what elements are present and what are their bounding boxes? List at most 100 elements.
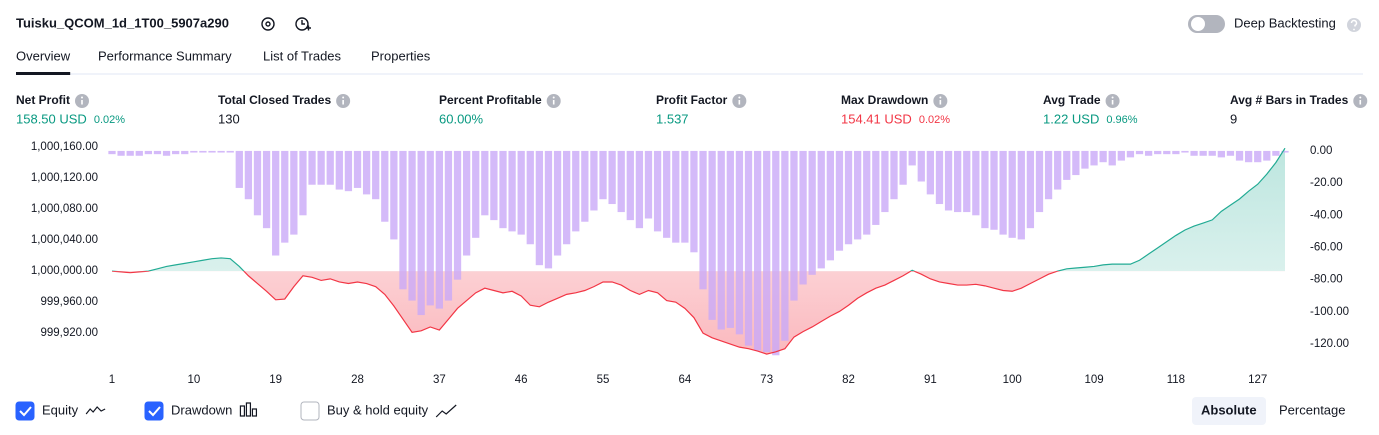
drawdown-bar [753, 150, 762, 351]
mode-button[interactable]: Absolute [1201, 402, 1257, 417]
drawdown-bar [663, 150, 671, 238]
y-tick-label: 1,000,120.00 [31, 172, 98, 184]
equity-area-negative [112, 271, 1058, 355]
drawdown-bar [144, 150, 153, 155]
drawdown-bar [1017, 150, 1025, 240]
tab-divider [16, 73, 1363, 75]
drawdown-bar [1208, 150, 1216, 156]
tab[interactable]: List of Trades [263, 48, 342, 63]
drawdown-bar [835, 150, 844, 251]
drawdown-bar [299, 150, 307, 216]
drawdown-bar [1272, 150, 1280, 156]
help-icon[interactable] [1347, 18, 1361, 32]
drawdown-bar [1090, 150, 1098, 166]
metric-percent: 0.96% [1106, 114, 1137, 126]
drawdown-bar [872, 150, 880, 225]
drawdown-bar [435, 150, 443, 309]
metric-label: Max Drawdown [841, 93, 928, 107]
drawdown-bar [426, 150, 434, 306]
active-tab-underline [16, 72, 71, 75]
drawdown-bar [490, 150, 498, 221]
y2-tick-label: -40.00 [1310, 209, 1343, 221]
drawdown-bar [553, 150, 562, 256]
drawdown-bar [581, 150, 589, 222]
x-tick-label: 91 [924, 374, 937, 386]
drawdown-bar [954, 150, 962, 213]
drawdown-bar [353, 150, 362, 188]
drawdown-bar [699, 150, 707, 290]
info-icon-stem [738, 100, 741, 105]
drawdown-bar [335, 150, 343, 190]
checkbox[interactable] [300, 401, 320, 421]
drawdown-bar [1199, 150, 1207, 156]
x-tick-label: 109 [1084, 374, 1103, 386]
tab[interactable]: Properties [371, 48, 431, 63]
settings-icon[interactable] [261, 17, 275, 31]
drawdown-bar [1099, 150, 1107, 163]
legend-icon [239, 402, 258, 417]
drawdown-bar [1226, 150, 1235, 156]
drawdown-bar [135, 150, 143, 156]
x-tick-label: 10 [187, 374, 200, 386]
drawdown-bar [1135, 150, 1144, 155]
info-icon-stem [81, 100, 83, 105]
drawdown-bar [399, 150, 407, 290]
drawdown-bar [217, 150, 225, 153]
checkbox[interactable] [15, 401, 35, 421]
tab[interactable]: Performance Summary [98, 48, 232, 63]
metric-value: 154.41 USD [841, 111, 912, 126]
drawdown-bar [1254, 150, 1262, 163]
drawdown-bar [1144, 150, 1153, 156]
drawdown-bar [1063, 150, 1071, 180]
drawdown-bar [1044, 150, 1053, 200]
drawdown-bar [1108, 150, 1116, 166]
drawdown-bar [208, 150, 216, 153]
equity-line-negative [111, 271, 1061, 355]
mode-button[interactable]: Percentage [1279, 402, 1346, 417]
drawdown-bar [372, 150, 380, 200]
y2-tick-label: -100.00 [1310, 306, 1349, 318]
drawdown-bar [899, 150, 907, 185]
drawdown-bar [599, 150, 607, 200]
metric-label: Profit Factor [656, 93, 728, 107]
metric-value: 158.50 USD [16, 111, 87, 126]
drawdown-bar [253, 150, 262, 216]
drawdown-bar [890, 150, 898, 200]
drawdown-bar [1008, 150, 1016, 238]
drawdown-bar [717, 150, 725, 330]
metric-label: Percent Profitable [439, 93, 542, 107]
x-tick-label: 73 [760, 374, 773, 386]
drawdown-bar [308, 150, 316, 185]
drawdown-bar [499, 150, 507, 229]
drawdown-bar [444, 150, 453, 301]
metric-label: Total Closed Trades [218, 93, 331, 107]
info-icon-dot [939, 96, 942, 99]
tab[interactable]: Overview [16, 48, 71, 63]
metric-percent: 0.02% [94, 114, 125, 126]
drawdown-bar [453, 150, 462, 280]
drawdown-bar [481, 150, 489, 216]
drawdown-bar [381, 150, 389, 222]
y-tick-label: 999,920.00 [40, 327, 98, 339]
replay-icon[interactable] [295, 17, 311, 31]
drawdown-bar [844, 150, 853, 245]
checkbox[interactable] [144, 401, 164, 421]
drawdown-bar [326, 150, 334, 185]
drawdown-bar [262, 150, 271, 229]
metric-value: 1.537 [656, 111, 689, 126]
active-mode-bg [1192, 397, 1266, 425]
drawdown-bar [917, 150, 925, 182]
y2-tick-label: 0.00 [1310, 145, 1332, 157]
drawdown-bar [199, 150, 207, 153]
drawdown-bar [417, 150, 425, 316]
x-tick-label: 127 [1248, 374, 1267, 386]
drawdown-bar [1235, 150, 1244, 161]
drawdown-bar [317, 150, 325, 185]
drawdown-bar [763, 150, 771, 353]
drawdown-bar [390, 150, 398, 240]
x-tick-label: 82 [842, 374, 855, 386]
drawdown-bar [117, 150, 125, 156]
drawdown-bar [853, 150, 862, 240]
y2-tick-label: -120.00 [1310, 338, 1349, 350]
